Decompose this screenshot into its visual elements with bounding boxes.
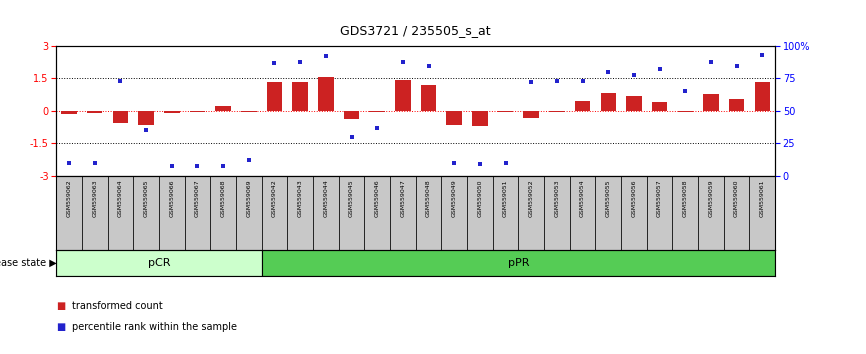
Bar	[113, 111, 128, 123]
Bar	[498, 111, 514, 112]
Bar	[288, 176, 313, 250]
Bar	[596, 176, 621, 250]
Text: GDS3721 / 235505_s_at: GDS3721 / 235505_s_at	[340, 24, 491, 37]
Bar	[210, 176, 236, 250]
Bar	[133, 176, 159, 250]
Bar	[724, 176, 749, 250]
Bar	[749, 176, 775, 250]
Bar	[416, 176, 442, 250]
Bar	[190, 111, 205, 112]
Text: GSM559065: GSM559065	[144, 179, 149, 217]
Bar	[467, 176, 493, 250]
Bar	[698, 176, 724, 250]
Bar	[519, 176, 544, 250]
Bar	[754, 82, 770, 111]
Text: GSM559051: GSM559051	[503, 179, 508, 217]
Text: pCR: pCR	[148, 258, 171, 268]
Text: GSM559058: GSM559058	[682, 179, 688, 217]
Text: ■: ■	[56, 301, 66, 311]
Text: GSM559068: GSM559068	[221, 179, 226, 217]
Text: GSM559046: GSM559046	[375, 179, 379, 217]
Bar	[56, 250, 262, 276]
Text: GSM559066: GSM559066	[170, 179, 174, 217]
Bar	[421, 85, 436, 111]
Text: GSM559042: GSM559042	[272, 179, 277, 217]
Bar	[442, 176, 467, 250]
Text: GSM559047: GSM559047	[400, 179, 405, 217]
Bar	[61, 111, 77, 114]
Bar	[390, 176, 416, 250]
Text: GSM559061: GSM559061	[759, 179, 765, 217]
Bar	[313, 176, 339, 250]
Text: GSM559069: GSM559069	[246, 179, 251, 217]
Bar	[236, 176, 262, 250]
Text: transformed count: transformed count	[72, 301, 163, 311]
Bar	[267, 82, 282, 111]
Text: disease state ▶: disease state ▶	[0, 258, 56, 268]
Bar	[652, 102, 668, 111]
Text: GSM559064: GSM559064	[118, 179, 123, 217]
Bar	[703, 94, 719, 111]
Bar	[318, 78, 333, 111]
Bar	[395, 80, 410, 111]
Text: GSM559055: GSM559055	[605, 179, 611, 217]
Text: GSM559054: GSM559054	[580, 179, 585, 217]
Bar	[672, 176, 698, 250]
Bar	[493, 176, 519, 250]
Text: GSM559049: GSM559049	[452, 179, 456, 217]
Bar	[647, 176, 672, 250]
Text: GSM559057: GSM559057	[657, 179, 662, 217]
Text: GSM559048: GSM559048	[426, 179, 431, 217]
Bar	[344, 111, 359, 119]
Bar	[262, 250, 775, 276]
Text: ■: ■	[56, 322, 66, 332]
Bar	[107, 176, 133, 250]
Bar	[677, 111, 693, 112]
Bar	[523, 111, 539, 118]
Bar	[139, 111, 154, 125]
Bar	[159, 176, 184, 250]
Bar	[365, 176, 390, 250]
Bar	[729, 99, 744, 111]
Bar	[165, 111, 179, 113]
Text: GSM559045: GSM559045	[349, 179, 354, 217]
Bar	[262, 176, 288, 250]
Bar	[82, 176, 107, 250]
Text: GSM559043: GSM559043	[298, 179, 302, 217]
Text: GSM559056: GSM559056	[631, 179, 637, 217]
Text: GSM559067: GSM559067	[195, 179, 200, 217]
Text: GSM559053: GSM559053	[554, 179, 559, 217]
Bar	[370, 111, 385, 112]
Text: GSM559062: GSM559062	[67, 179, 72, 217]
Bar	[293, 82, 308, 111]
Bar	[216, 106, 231, 111]
Bar	[241, 111, 256, 112]
Bar	[549, 111, 565, 112]
Bar	[472, 111, 488, 126]
Text: percentile rank within the sample: percentile rank within the sample	[72, 322, 237, 332]
Bar	[626, 96, 642, 111]
Text: GSM559060: GSM559060	[734, 179, 739, 217]
Bar	[575, 101, 591, 111]
Bar	[184, 176, 210, 250]
Bar	[339, 176, 365, 250]
Text: pPR: pPR	[507, 258, 529, 268]
Bar	[56, 176, 82, 250]
Text: GSM559044: GSM559044	[323, 179, 328, 217]
Bar	[87, 111, 102, 113]
Bar	[544, 176, 570, 250]
Text: GSM559052: GSM559052	[529, 179, 533, 217]
Bar	[621, 176, 647, 250]
Bar	[600, 93, 616, 111]
Text: GSM559059: GSM559059	[708, 179, 714, 217]
Text: GSM559050: GSM559050	[477, 179, 482, 217]
Bar	[570, 176, 596, 250]
Bar	[447, 111, 462, 125]
Text: GSM559063: GSM559063	[93, 179, 97, 217]
